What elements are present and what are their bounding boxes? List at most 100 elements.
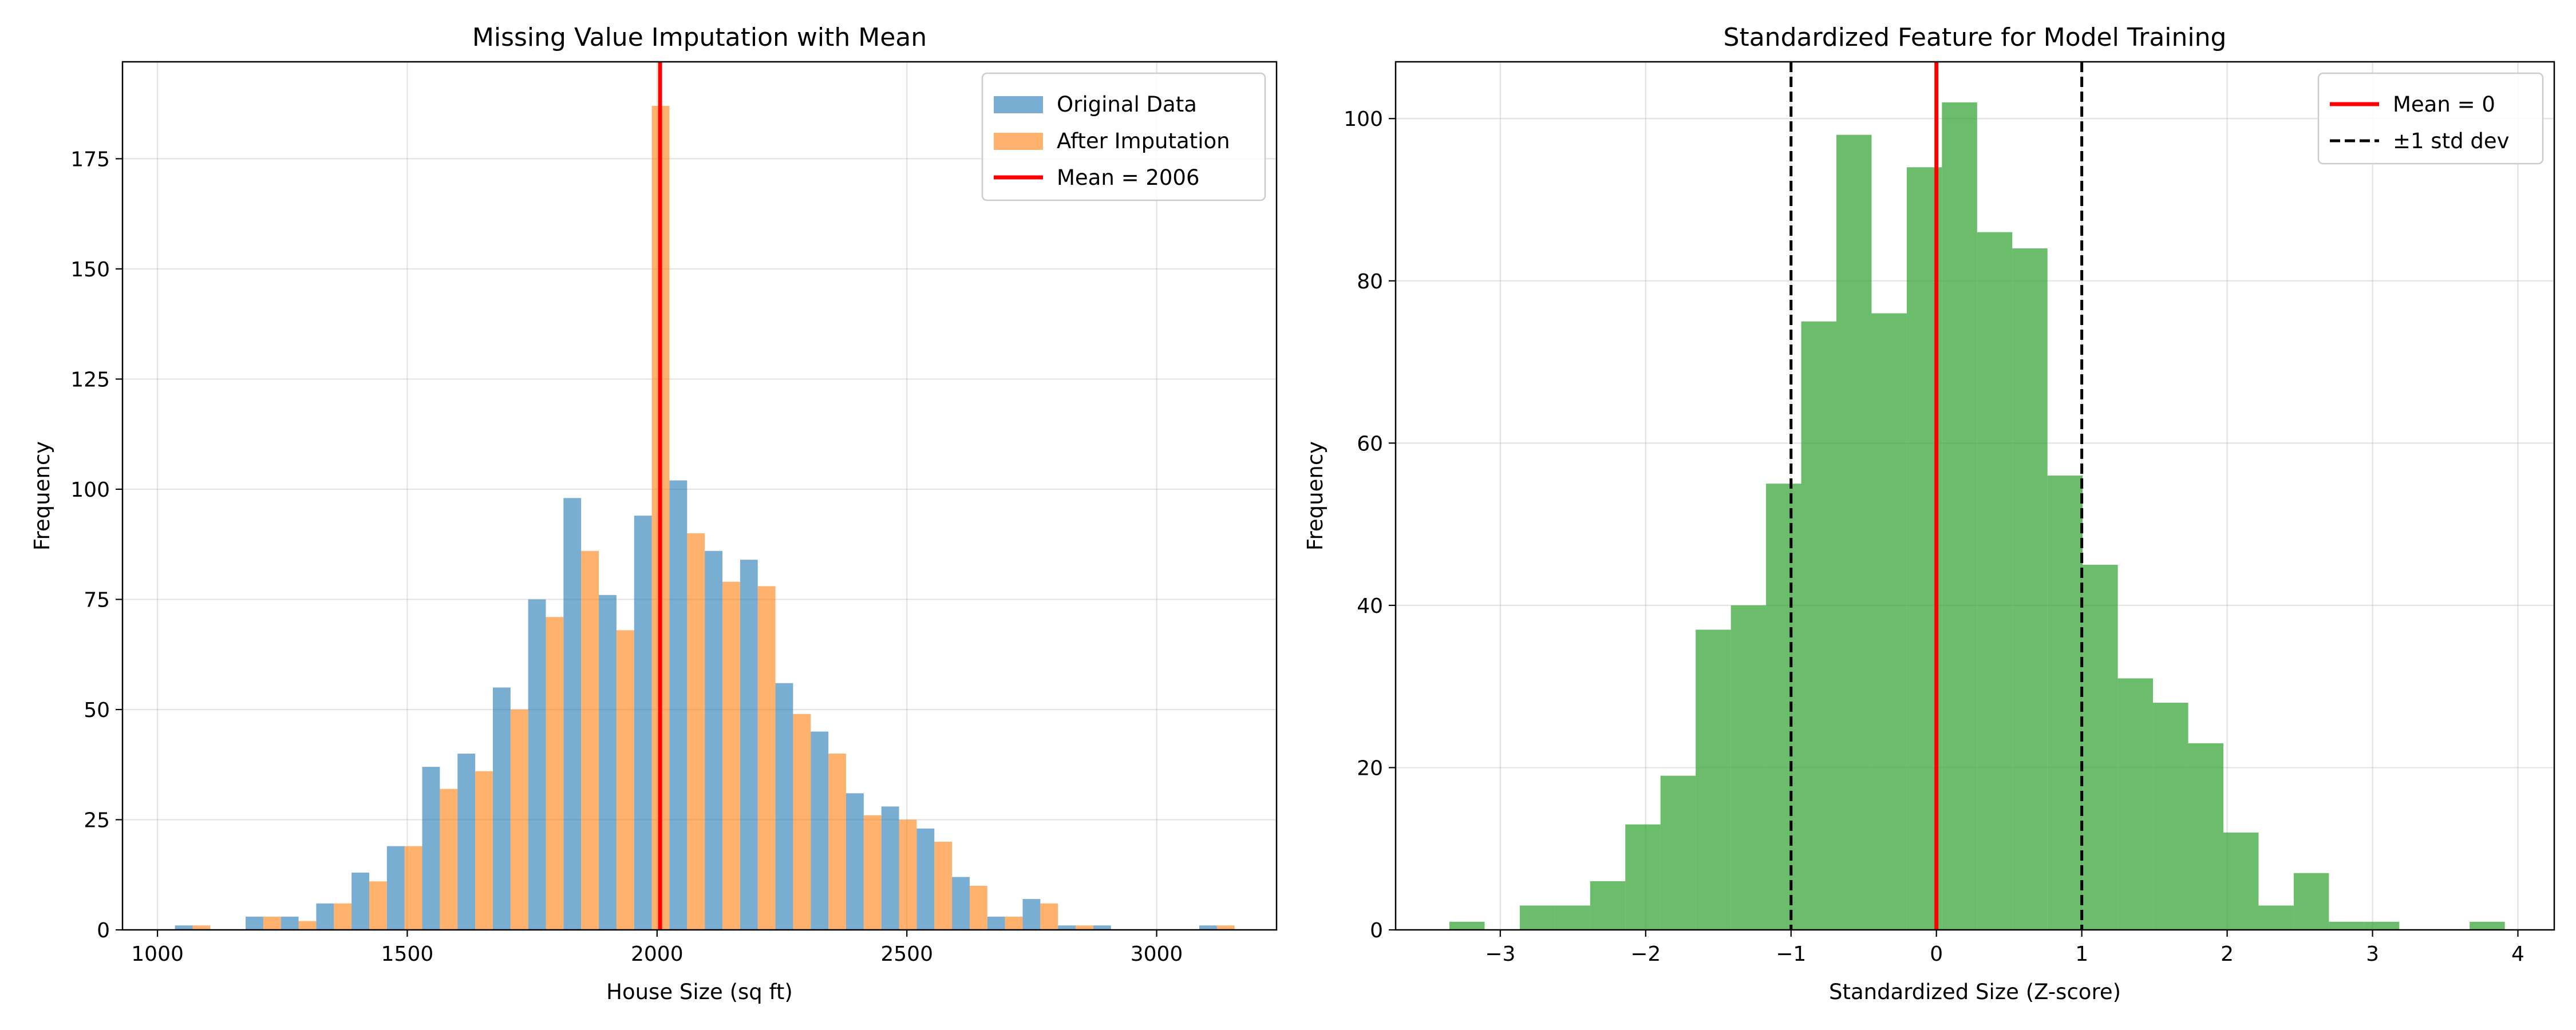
- bar: [334, 903, 352, 930]
- legend-label: ±1 std dev: [2393, 129, 2509, 153]
- bar: [775, 683, 793, 930]
- bar: [899, 819, 917, 930]
- bar: [599, 595, 617, 930]
- legend: Original Data After Imputation Mean = 2006: [981, 72, 1266, 201]
- bar: [2329, 921, 2364, 930]
- bar: [2364, 921, 2400, 930]
- x-tick-label: 2500: [880, 942, 933, 966]
- bar: [1660, 775, 1696, 930]
- bar: [705, 550, 723, 930]
- bar: [863, 815, 882, 930]
- y-axis-label: Frequency: [30, 441, 54, 550]
- bar: [2293, 873, 2329, 930]
- x-tick-label: 2000: [631, 942, 683, 966]
- bar: [528, 599, 546, 930]
- y-tick-label: 25: [84, 809, 110, 832]
- bar: [687, 533, 705, 930]
- bar: [316, 903, 334, 930]
- x-tick-label: −1: [1776, 942, 1806, 966]
- ticks: 1000 1500 2000 2500 3000 0 25 50 75 100 125 150 175: [70, 148, 1183, 966]
- y-axis-label: Frequency: [1303, 441, 1327, 550]
- bar: [1696, 629, 1731, 930]
- x-tick-label: 4: [2511, 942, 2524, 966]
- bar: [510, 709, 528, 930]
- legend-swatch: [994, 133, 1043, 150]
- y-tick-label: 80: [1357, 270, 1383, 294]
- bar: [1977, 232, 2013, 930]
- y-tick-label: 60: [1357, 432, 1383, 455]
- y-tick-label: 150: [70, 258, 110, 282]
- bar: [475, 771, 493, 930]
- x-tick-label: 3: [2366, 942, 2379, 966]
- bar: [1216, 925, 1235, 930]
- bar: [1093, 925, 1111, 930]
- bar: [793, 714, 811, 930]
- x-tick-label: 3000: [1131, 942, 1183, 966]
- bar: [2223, 832, 2259, 930]
- bar: [1199, 925, 1217, 930]
- bar: [1942, 102, 1977, 930]
- bar: [457, 753, 476, 930]
- bar: [1836, 134, 1872, 930]
- bar: [1076, 925, 1093, 930]
- y-tick-label: 50: [84, 699, 110, 722]
- y-tick-label: 0: [1370, 919, 1383, 942]
- reference-lines: [1789, 62, 2084, 930]
- bar: [351, 872, 369, 930]
- bar: [952, 877, 970, 930]
- bar: [280, 916, 299, 930]
- bar: [669, 480, 688, 930]
- bar: [616, 630, 634, 930]
- bar: [722, 581, 740, 930]
- bar: [175, 925, 193, 930]
- y-tick-label: 100: [1344, 108, 1383, 131]
- legend-box: [981, 72, 1266, 201]
- bar: [1766, 484, 1801, 930]
- bar: [2470, 921, 2505, 930]
- bar: [546, 617, 564, 930]
- bar: [192, 925, 211, 930]
- bar: [2012, 248, 2048, 930]
- bars: [175, 106, 1235, 930]
- x-axis-label: Standardized Size (Z-score): [1829, 980, 2121, 1004]
- bar: [1555, 905, 1590, 930]
- bar: [440, 789, 458, 930]
- y-tick-label: 175: [70, 148, 110, 171]
- bar: [563, 498, 582, 930]
- bar: [298, 921, 317, 930]
- bar: [1625, 824, 1661, 930]
- bar: [987, 916, 1005, 930]
- bar: [492, 687, 511, 930]
- bar: [1801, 321, 1836, 930]
- bar: [881, 806, 899, 930]
- y-tick-label: 125: [70, 368, 110, 391]
- bar: [386, 846, 405, 930]
- bar: [969, 885, 987, 930]
- bar: [916, 828, 935, 930]
- y-tick-label: 100: [70, 478, 110, 502]
- bar: [634, 516, 652, 930]
- bar: [246, 916, 263, 930]
- chart-title: Missing Value Imputation with Mean: [472, 23, 927, 52]
- bar: [2117, 678, 2154, 930]
- bar: [422, 767, 440, 930]
- bar: [2258, 905, 2294, 930]
- bar: [846, 793, 864, 930]
- bar: [1040, 903, 1058, 930]
- bar: [1005, 916, 1023, 930]
- bar: [1058, 925, 1076, 930]
- bar: [1449, 921, 1485, 930]
- bar: [404, 846, 422, 930]
- legend-label: After Imputation: [1057, 129, 1230, 153]
- bar: [369, 881, 387, 930]
- legend-label: Mean = 2006: [1057, 165, 1200, 190]
- bar: [811, 731, 829, 930]
- bar: [1022, 899, 1041, 930]
- x-tick-label: 1: [2075, 942, 2088, 966]
- legend-label: Mean = 0: [2393, 92, 2495, 117]
- y-tick-label: 0: [97, 919, 110, 942]
- y-tick-label: 20: [1357, 756, 1383, 780]
